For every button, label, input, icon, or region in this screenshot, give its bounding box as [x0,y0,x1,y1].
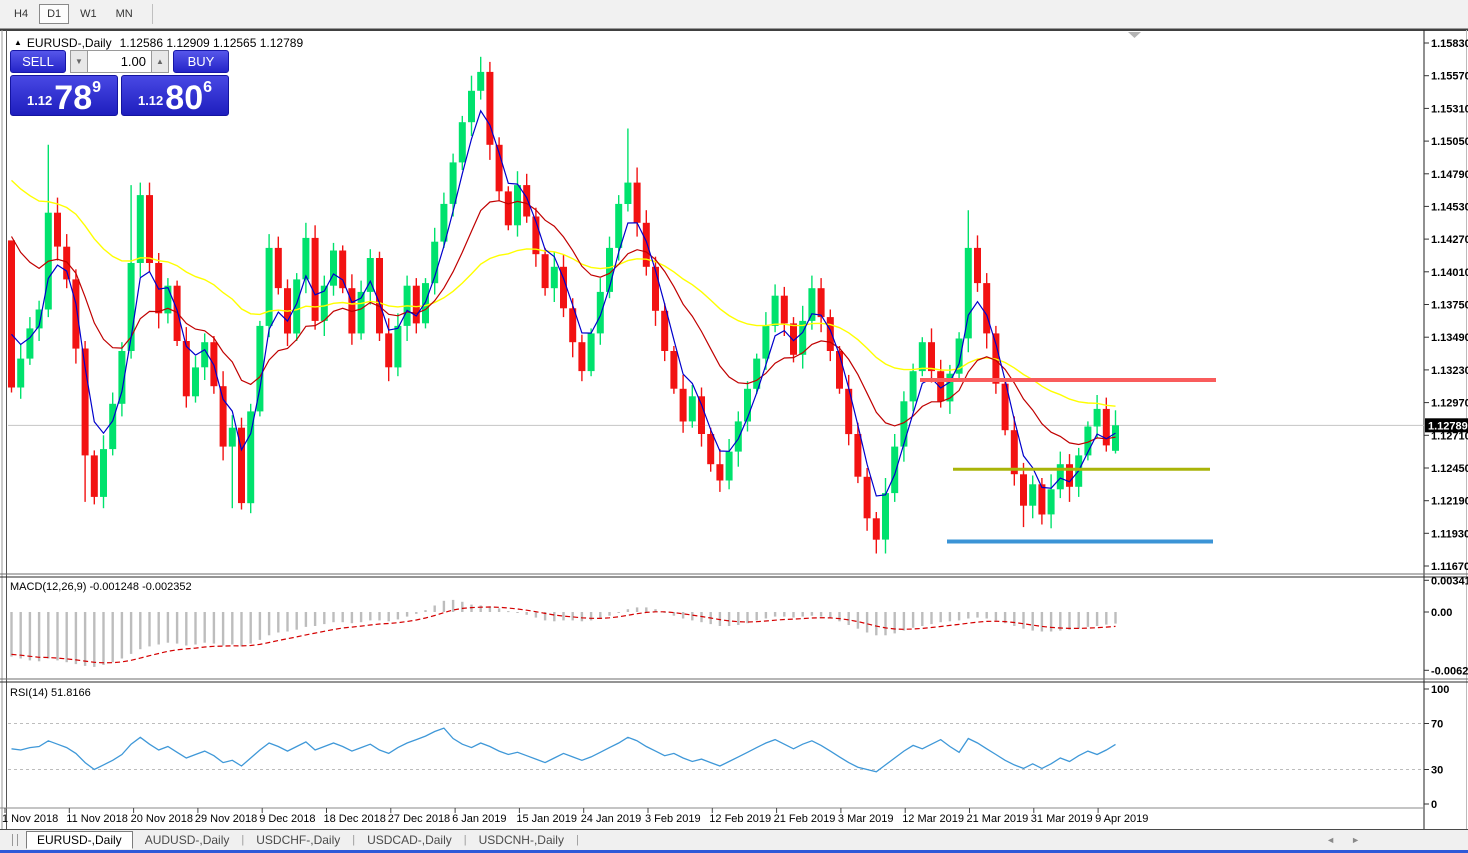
sell-price-big: 78 [54,78,93,117]
timeframe-button-mn[interactable]: MN [115,8,133,20]
rsi-line [11,727,1116,773]
price-axis-label: 1.13230 [1431,365,1468,377]
price-axis-label: 1.12710 [1431,430,1468,442]
tab-separator: | [463,834,467,846]
tab-separator: | [575,834,579,846]
price-axis-label: 1.12450 [1431,463,1468,475]
chart-title: ▲ EURUSD-,Daily 1.12586 1.12909 1.12565 1.… [14,36,303,50]
price-axis-label: 1.13490 [1431,332,1468,344]
chart-title-symbol: EURUSD-,Daily [26,36,112,50]
buy-price-big: 80 [165,78,204,117]
macd-label: MACD(12,26,9) -0.001248 -0.002352 [10,581,192,593]
price-axis-label: 1.15310 [1431,103,1468,115]
date-label: 18 Dec 2018 [324,813,386,825]
chart-title-ohlc: 1.12586 1.12909 1.12565 1.12789 [119,36,304,50]
date-label: 24 Jan 2019 [581,813,642,825]
rsi-label: RSI(14) 51.8166 [10,687,91,699]
sell-price-sup: 9 [92,79,102,96]
rsi-axis[interactable]: 100 70 30 0 [1424,684,1449,811]
chart-shift-marker-icon[interactable] [1128,32,1141,38]
price-axis-label: 1.12190 [1431,496,1468,508]
date-label: 1 Nov 2018 [2,813,58,825]
rsi-axis-label: 0 [1431,799,1437,811]
macd-axis[interactable]: 0.003412 0.00 -0.006271 [1424,575,1468,677]
tab-separator: | [241,834,245,846]
sell-price-display[interactable]: 1.12 78 9 [10,75,118,116]
buy-button[interactable]: BUY [173,50,229,73]
price-axis[interactable]: 1.15830 1.15570 1.15310 1.15050 1.14790 1.145… [1424,38,1468,573]
macd-histogram [10,599,1117,667]
tab-scroll-arrows: ◄ ► [1326,835,1360,845]
tab-separator: | [352,834,356,846]
volume-up-icon[interactable]: ▲ [151,50,169,73]
rsi-axis-label: 70 [1431,719,1443,731]
volume-input[interactable]: 1.00 [88,50,151,73]
price-axis-label: 1.14530 [1431,201,1468,213]
date-label: 6 Jan 2019 [452,813,506,825]
chart-tab-4[interactable]: USDCNH-,Daily [478,833,564,847]
price-axis-label: 1.14010 [1431,267,1468,279]
date-label: 20 Nov 2018 [131,813,193,825]
volume-spinner: ▼ 1.00 ▲ [70,50,169,73]
chart-tab-2[interactable]: USDCHF-,Daily [256,833,341,847]
date-label: 9 Dec 2018 [259,813,315,825]
toolbar-separator [151,4,153,24]
tab-scroll-right-icon[interactable]: ► [1351,835,1360,845]
date-label: 21 Mar 2019 [967,813,1029,825]
macd-axis-label: 0.003412 [1431,575,1468,587]
date-label: 12 Mar 2019 [902,813,964,825]
date-label: 3 Mar 2019 [838,813,894,825]
rsi-axis-label: 30 [1431,765,1443,777]
svg-text:1.12789: 1.12789 [1428,420,1468,432]
chart-tab-1[interactable]: AUDUSD-,Daily [144,833,230,847]
date-label: 31 Mar 2019 [1031,813,1093,825]
price-axis-label: 1.11930 [1431,528,1468,540]
date-label: 27 Dec 2018 [388,813,450,825]
timeframe-toolbar: H4 D1 W1 MN [0,0,1468,29]
timeframe-button-w1[interactable]: W1 [80,8,97,20]
tab-scroll-left-icon[interactable]: ◄ [1326,835,1336,845]
window-bottom-edge [0,850,1468,853]
chart-tab-0[interactable]: EURUSD-,Daily [26,831,133,849]
price-axis-label: 1.11670 [1431,561,1468,573]
volume-dropdown-icon[interactable]: ▼ [70,50,88,73]
date-label: 11 Nov 2018 [66,813,128,825]
macd-signal-line [11,606,1116,664]
price-axis-label: 1.15830 [1431,38,1468,50]
timeframe-button-d1[interactable]: D1 [39,4,70,24]
timeframe-button-h4[interactable]: H4 [14,8,29,20]
title-up-triangle-icon: ▲ [14,38,22,47]
price-axis-label: 1.13750 [1431,300,1468,312]
macd-axis-label: 0.00 [1431,607,1452,619]
macd-axis-label: -0.006271 [1431,665,1468,677]
price-axis-label: 1.12970 [1431,398,1468,410]
chart-tab-3[interactable]: USDCAD-,Daily [367,833,452,847]
ma-mid-line [10,200,1116,446]
ma-slow-line [11,179,1116,407]
date-label: 15 Jan 2019 [516,813,577,825]
buy-price-sup: 6 [203,79,213,96]
chart-tabs-bar: EURUSD-,Daily AUDUSD-,Daily | USDCHF-,Daily… [0,829,1468,850]
sell-button[interactable]: SELL [10,50,66,73]
price-axis-label: 1.14270 [1431,234,1468,246]
rsi-axis-label: 100 [1431,684,1449,696]
date-label: 12 Feb 2019 [709,813,771,825]
date-label: 3 Feb 2019 [645,813,701,825]
date-label: 29 Nov 2018 [195,813,257,825]
price-axis-label: 1.15570 [1431,71,1468,83]
date-label: 21 Feb 2019 [774,813,836,825]
time-axis[interactable]: 1 Nov 2018 11 Nov 2018 20 Nov 2018 29 Nov 2… [2,808,1148,825]
price-axis-label: 1.15050 [1431,136,1468,148]
one-click-trading-panel: SELL ▼ 1.00 ▲ BUY 1.12 78 9 1.12 80 6 [10,50,229,116]
price-axis-label: 1.14790 [1431,169,1468,181]
current-price-badge [1425,418,1468,433]
tabbar-grip [12,834,18,846]
date-label: 9 Apr 2019 [1095,813,1148,825]
buy-price-prefix: 1.12 [137,93,164,108]
buy-price-display[interactable]: 1.12 80 6 [121,75,229,116]
sell-price-prefix: 1.12 [26,93,53,108]
